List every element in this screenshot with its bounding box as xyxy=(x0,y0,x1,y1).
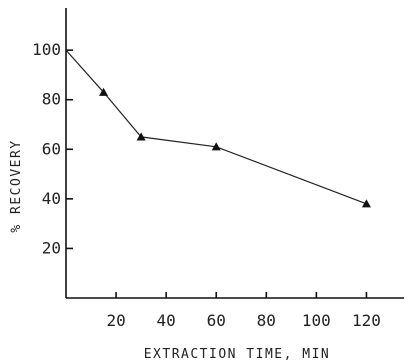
y-tick-label: 40 xyxy=(42,189,61,208)
y-tick-label: 20 xyxy=(42,238,61,257)
plot-area: 20 40 60 80 100 20 40 60 80 100 120 xyxy=(32,8,404,330)
y-tick-label: 60 xyxy=(42,139,61,158)
x-tick-label: 120 xyxy=(352,311,381,330)
y-tick-label: 100 xyxy=(32,40,61,59)
x-tick-label: 100 xyxy=(302,311,331,330)
x-tick-label: 20 xyxy=(106,311,125,330)
x-tick-label: 60 xyxy=(207,311,226,330)
data-point-marker xyxy=(361,199,371,208)
data-point-marker xyxy=(99,87,109,96)
x-ticks: 20 40 60 80 100 120 xyxy=(106,292,381,330)
x-tick-label: 80 xyxy=(257,311,276,330)
data-point-marker xyxy=(136,132,146,141)
series-line xyxy=(65,49,367,205)
y-ticks: 20 40 60 80 100 xyxy=(32,40,73,257)
data-point-marker xyxy=(211,142,221,151)
y-axis-title: % RECOVERY xyxy=(9,139,24,232)
x-axis-title: EXTRACTION TIME, MIN xyxy=(144,347,331,362)
y-tick-label: 80 xyxy=(42,90,61,109)
data-markers xyxy=(99,87,371,208)
x-tick-label: 40 xyxy=(157,311,176,330)
